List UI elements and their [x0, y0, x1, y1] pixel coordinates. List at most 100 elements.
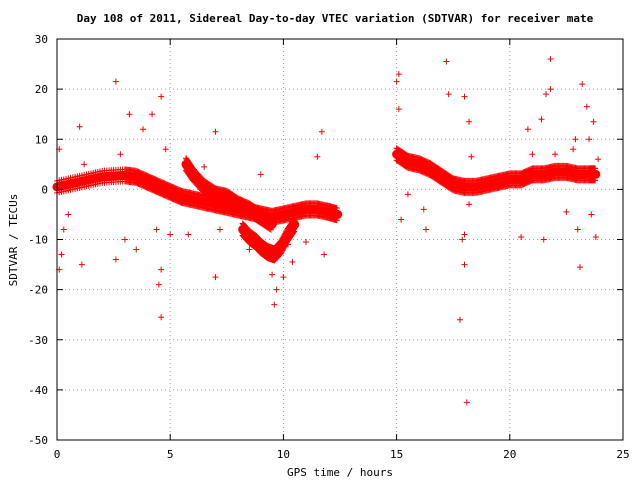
data-point — [538, 116, 545, 123]
data-point — [395, 71, 402, 78]
data-point — [212, 128, 219, 135]
data-point — [185, 231, 192, 238]
y-tick-label: 10 — [35, 133, 48, 146]
data-point — [65, 211, 72, 218]
data-point — [333, 205, 340, 212]
y-tick-label: -30 — [28, 334, 48, 347]
data-band — [238, 219, 300, 260]
data-point — [278, 250, 285, 257]
data-point — [290, 217, 297, 224]
data-point — [583, 103, 590, 110]
data-point — [543, 91, 550, 98]
data-point — [321, 251, 328, 258]
data-band — [52, 170, 343, 222]
data-point — [461, 93, 468, 100]
data-point — [579, 81, 586, 88]
data-point — [278, 238, 285, 245]
y-tick-label: 30 — [35, 33, 48, 46]
data-point — [289, 259, 296, 266]
data-point — [461, 231, 468, 238]
data-point — [155, 281, 162, 288]
data-point — [466, 201, 473, 208]
data-point — [280, 232, 287, 239]
data-point — [162, 146, 169, 153]
data-point — [269, 271, 276, 278]
data-point — [271, 301, 278, 308]
y-tick-label: -50 — [28, 434, 48, 447]
data-point — [456, 316, 463, 323]
data-band — [181, 159, 277, 229]
data-point — [282, 242, 289, 249]
data-point — [149, 111, 156, 118]
data-point — [284, 241, 291, 248]
data-point — [279, 235, 286, 242]
y-tick-label: -10 — [28, 234, 48, 247]
data-point — [563, 208, 570, 215]
data-point — [267, 226, 274, 233]
data-point — [279, 247, 286, 254]
data-point — [153, 226, 160, 233]
data-point — [524, 126, 531, 133]
data-point — [117, 151, 124, 158]
data-point — [280, 234, 287, 241]
data-point — [576, 264, 583, 271]
data-point — [266, 225, 273, 232]
data-point — [443, 58, 450, 65]
data-band — [392, 149, 601, 192]
data-point — [586, 136, 593, 143]
data-point — [278, 248, 285, 255]
data-point — [595, 156, 602, 163]
data-point — [282, 229, 289, 236]
data-point — [60, 226, 67, 233]
data-point — [58, 251, 65, 258]
grid-lines — [57, 39, 623, 440]
data-point — [201, 163, 208, 170]
data-point — [267, 214, 274, 221]
data-point — [445, 91, 452, 98]
data-point — [588, 211, 595, 218]
data-point — [314, 153, 321, 160]
data-point — [266, 213, 273, 220]
y-axis-label: SDTVAR / TECUs — [7, 194, 20, 287]
data-point — [459, 236, 466, 243]
data-point — [540, 236, 547, 243]
data-point — [280, 246, 287, 253]
data-point — [547, 56, 554, 63]
data-point — [133, 246, 140, 253]
data-point — [572, 136, 579, 143]
x-tick-label: 5 — [167, 448, 174, 461]
data-point — [280, 245, 287, 252]
x-tick-label: 10 — [277, 448, 290, 461]
data-point — [461, 261, 468, 268]
data-point — [393, 78, 400, 85]
data-point — [318, 128, 325, 135]
data-point — [257, 171, 264, 178]
data-point — [395, 106, 402, 113]
data-point — [592, 177, 599, 184]
data-point — [420, 206, 427, 213]
data-point — [140, 126, 147, 133]
data-point — [278, 236, 285, 243]
data-point — [158, 314, 165, 321]
data-point — [570, 146, 577, 153]
data-point — [552, 151, 559, 158]
y-tick-label: -40 — [28, 384, 48, 397]
data-point — [423, 226, 430, 233]
data-point — [273, 286, 280, 293]
y-tick-label: 20 — [35, 83, 48, 96]
y-tick-label: -20 — [28, 284, 48, 297]
data-point — [291, 228, 298, 235]
data-point — [303, 239, 310, 246]
x-axis-label: GPS time / hours — [287, 466, 393, 479]
x-tick-label: 25 — [616, 448, 629, 461]
data-points — [52, 56, 602, 406]
data-point — [283, 227, 290, 234]
data-point — [121, 236, 128, 243]
data-point — [282, 230, 289, 237]
axis-ticks — [56, 38, 624, 441]
data-point — [463, 399, 470, 406]
data-point — [592, 165, 599, 172]
y-tick-label: 0 — [41, 183, 48, 196]
data-point — [126, 111, 133, 118]
